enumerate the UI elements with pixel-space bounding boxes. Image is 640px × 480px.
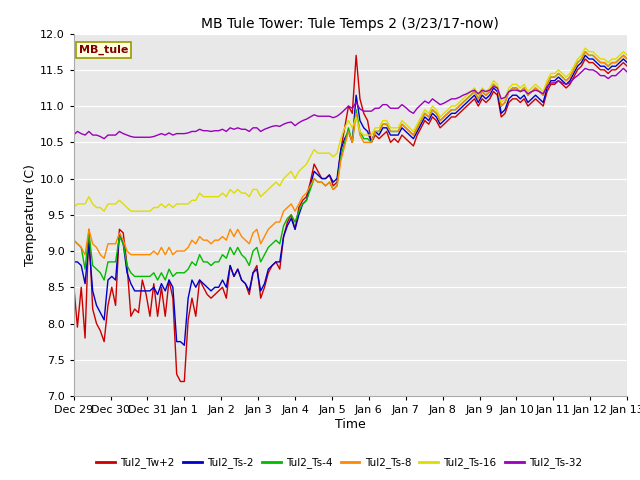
Tul2_Tw+2 (177, 379, 184, 384)
Tul2_Ts-32 (398, 102, 406, 108)
Tul2_Ts-16 (352, 114, 360, 120)
Tul2_Ts-4 (70, 237, 77, 243)
Y-axis label: Temperature (C): Temperature (C) (24, 164, 37, 266)
Tul2_Ts-32 (352, 99, 360, 105)
Tul2_Tw+2 (402, 136, 410, 142)
Tul2_Ts-16 (398, 118, 406, 123)
Tul2_Ts-16 (211, 194, 219, 200)
Tul2_Ts-8 (230, 234, 238, 240)
Tul2_Ts-8 (211, 237, 219, 243)
Tul2_Ts-2 (352, 92, 360, 98)
Tul2_Tw+2 (134, 310, 142, 315)
Tul2_Ts-32 (70, 132, 77, 138)
Tul2_Ts-32 (100, 136, 108, 142)
Tul2_Ts-16 (581, 45, 589, 51)
Tul2_Tw+2 (356, 96, 364, 102)
Line: Tul2_Tw+2: Tul2_Tw+2 (74, 55, 627, 382)
Tul2_Ts-2 (581, 52, 589, 58)
Tul2_Tw+2 (207, 295, 215, 301)
Tul2_Ts-8 (70, 237, 77, 243)
Tul2_Ts-2 (180, 342, 188, 348)
Tul2_Ts-8 (100, 255, 108, 261)
Tul2_Ts-32 (581, 65, 589, 71)
Tul2_Tw+2 (211, 292, 219, 298)
Tul2_Ts-4 (352, 107, 360, 113)
Line: Tul2_Ts-32: Tul2_Ts-32 (74, 68, 627, 139)
Tul2_Ts-32 (623, 69, 631, 75)
Line: Tul2_Ts-16: Tul2_Ts-16 (74, 48, 627, 211)
Tul2_Ts-2 (398, 125, 406, 131)
Tul2_Ts-32 (230, 126, 238, 132)
Tul2_Ts-2 (70, 259, 77, 265)
Tul2_Ts-16 (623, 52, 631, 58)
Tul2_Tw+2 (623, 63, 631, 69)
Tul2_Ts-2 (230, 274, 238, 279)
Tul2_Ts-4 (100, 277, 108, 283)
Tul2_Ts-4 (211, 259, 219, 265)
Tul2_Ts-4 (207, 263, 215, 268)
Line: Tul2_Ts-8: Tul2_Ts-8 (74, 52, 627, 258)
Tul2_Tw+2 (230, 274, 238, 279)
Tul2_Ts-4 (230, 252, 238, 258)
Tul2_Ts-4 (398, 121, 406, 127)
Tul2_Ts-8 (581, 49, 589, 55)
Tul2_Ts-4 (138, 274, 146, 279)
Tul2_Tw+2 (352, 52, 360, 58)
Tul2_Ts-4 (623, 56, 631, 62)
Tul2_Ts-4 (581, 49, 589, 55)
Tul2_Ts-2 (623, 60, 631, 65)
Tul2_Ts-8 (138, 252, 146, 258)
Tul2_Ts-8 (398, 121, 406, 127)
Legend: Tul2_Tw+2, Tul2_Ts-2, Tul2_Ts-4, Tul2_Ts-8, Tul2_Ts-16, Tul2_Ts-32: Tul2_Tw+2, Tul2_Ts-2, Tul2_Ts-4, Tul2_Ts… (92, 453, 586, 472)
Tul2_Tw+2 (70, 281, 77, 287)
Tul2_Ts-32 (207, 129, 215, 134)
Tul2_Ts-2 (211, 284, 219, 290)
Tul2_Ts-32 (138, 134, 146, 140)
Text: MB_tule: MB_tule (79, 45, 129, 55)
Tul2_Ts-16 (70, 204, 77, 210)
Line: Tul2_Ts-4: Tul2_Ts-4 (74, 52, 627, 280)
Tul2_Ts-2 (207, 288, 215, 294)
Tul2_Ts-8 (207, 241, 215, 247)
Tul2_Ts-8 (352, 110, 360, 116)
Tul2_Ts-8 (623, 56, 631, 62)
Tul2_Ts-16 (207, 194, 215, 200)
Tul2_Ts-32 (211, 128, 219, 133)
Tul2_Ts-2 (134, 288, 142, 294)
Tul2_Ts-16 (138, 208, 146, 214)
Tul2_Ts-16 (100, 208, 108, 214)
X-axis label: Time: Time (335, 418, 366, 431)
Line: Tul2_Ts-2: Tul2_Ts-2 (74, 55, 627, 345)
Tul2_Ts-16 (230, 190, 238, 196)
Title: MB Tule Tower: Tule Temps 2 (3/23/17-now): MB Tule Tower: Tule Temps 2 (3/23/17-now… (202, 17, 499, 31)
